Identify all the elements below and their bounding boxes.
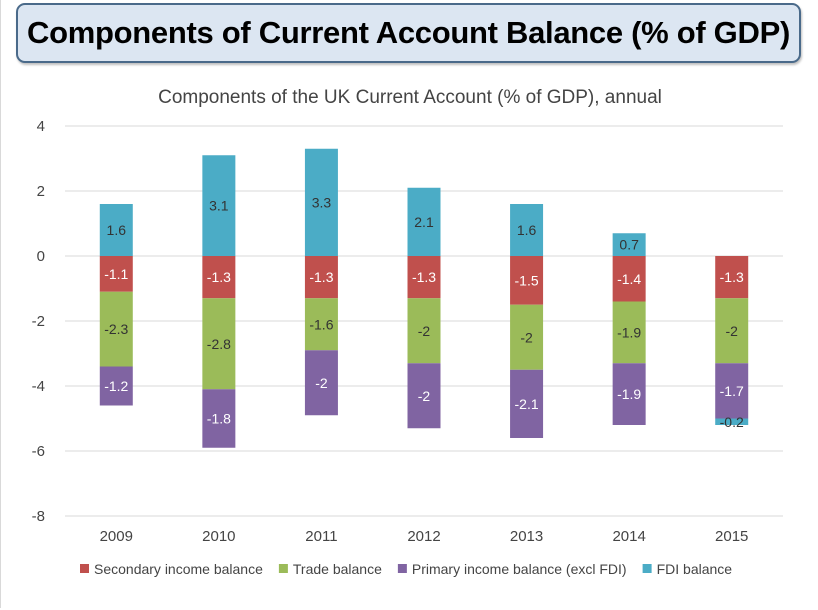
- x-tick-label: 2012: [407, 528, 440, 545]
- data-label: -0.2: [720, 414, 744, 430]
- data-label: -1.6: [309, 316, 333, 332]
- bar-segment: [407, 187, 441, 256]
- bar-segment: [99, 291, 133, 367]
- data-label: 2.1: [414, 214, 434, 230]
- bar-segment: [202, 256, 236, 299]
- x-tick-label: 2014: [612, 528, 645, 545]
- bar-segment: [612, 301, 646, 364]
- bar-segment: [510, 304, 544, 370]
- x-tick-label: 2013: [510, 528, 543, 545]
- y-tick-label: 4: [37, 118, 45, 135]
- bar-segment: [510, 256, 544, 305]
- data-label: -1.2: [104, 378, 128, 394]
- data-label: -1.1: [104, 266, 128, 282]
- bar-segment: [304, 350, 338, 416]
- legend-swatch: [397, 564, 407, 573]
- page-title: Components of Current Account Balance (%…: [27, 15, 790, 50]
- y-tick-label: -6: [32, 443, 45, 460]
- y-tick-label: -2: [32, 313, 45, 330]
- bar-segment: [304, 298, 338, 351]
- bar-segment: [715, 418, 749, 425]
- bar-segment: [99, 256, 133, 292]
- y-tick-label: 0: [37, 248, 45, 265]
- x-tick-label: 2011: [305, 528, 337, 545]
- bar-segment: [715, 256, 749, 299]
- data-label: 1.6: [517, 222, 537, 238]
- bar-segment: [202, 155, 236, 256]
- data-label: -2: [725, 323, 738, 339]
- y-tick-label: -4: [32, 378, 45, 395]
- data-label: -1.3: [412, 269, 436, 285]
- bar-segment: [304, 256, 338, 299]
- data-label: -1.4: [617, 271, 641, 287]
- data-label: 3.3: [312, 194, 332, 210]
- data-label: 1.6: [107, 222, 127, 238]
- bar-segment: [612, 233, 646, 256]
- legend-label: FDI balance: [657, 561, 733, 577]
- data-label: -1.7: [720, 383, 744, 399]
- data-label: -1.9: [617, 386, 641, 402]
- data-label: 0.7: [619, 237, 639, 253]
- bar-segment: [304, 148, 338, 256]
- bar-segment: [99, 204, 133, 256]
- bar-segment: [510, 369, 544, 438]
- legend-swatch: [642, 564, 652, 573]
- y-tick-label: 2: [37, 183, 45, 200]
- data-label: -2.3: [104, 321, 128, 337]
- page-title-box: Components of Current Account Balance (%…: [16, 3, 801, 63]
- data-label: -2: [418, 323, 431, 339]
- x-tick-label: 2010: [202, 528, 235, 545]
- y-tick-label: -8: [32, 508, 45, 525]
- data-label: -1.3: [207, 269, 231, 285]
- bar-segment: [612, 256, 646, 302]
- bar-segment: [510, 204, 544, 256]
- data-label: -1.5: [515, 272, 539, 288]
- legend-swatch: [80, 564, 89, 573]
- bar-segment: [202, 389, 236, 448]
- data-label: -1.3: [720, 269, 744, 285]
- x-tick-label: 2015: [715, 528, 748, 545]
- data-label: -1.9: [617, 324, 641, 340]
- bar-segment: [407, 256, 441, 299]
- bar-segment: [612, 363, 646, 425]
- data-label: -2.1: [515, 396, 539, 412]
- data-label: 3.1: [209, 198, 229, 214]
- bar-segment: [407, 363, 441, 429]
- data-label: -2: [520, 329, 533, 345]
- legend-label: Primary income balance (excl FDI): [412, 561, 627, 577]
- legend-swatch: [278, 564, 288, 573]
- x-tick-label: 2009: [100, 528, 133, 545]
- bar-segment: [715, 363, 749, 419]
- bar-segment: [99, 366, 133, 406]
- legend-label: Trade balance: [293, 561, 382, 577]
- bar-segment: [407, 298, 441, 364]
- legend-label: Secondary income balance: [94, 561, 263, 577]
- data-label: -2: [418, 388, 431, 404]
- data-label: -2: [315, 375, 328, 391]
- chart-title: Components of the UK Current Account (% …: [158, 87, 662, 108]
- bar-segment: [202, 298, 236, 390]
- bar-segment: [715, 298, 749, 364]
- data-label: -2.8: [207, 336, 231, 352]
- data-label: -1.8: [207, 411, 231, 427]
- data-label: -1.3: [309, 269, 333, 285]
